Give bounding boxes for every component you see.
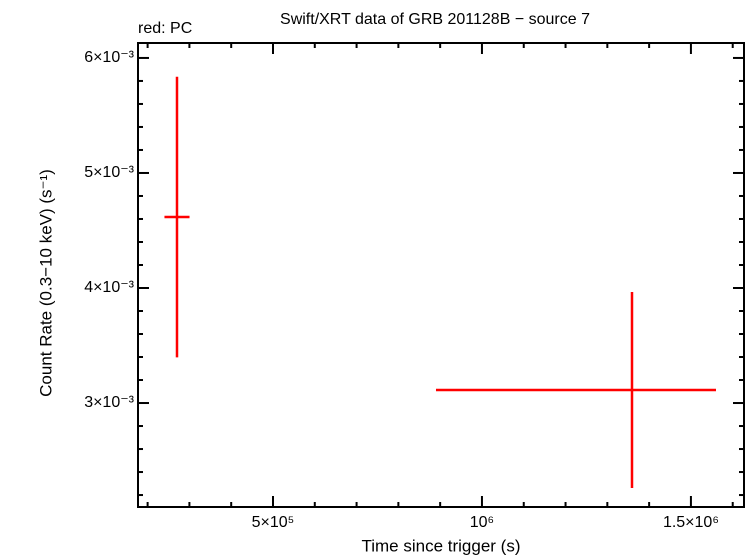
y-tick-label: 6×10⁻³ bbox=[84, 49, 134, 66]
chart-title: Swift/XRT data of GRB 201128B − source 7 bbox=[280, 11, 590, 28]
plot-frame bbox=[137, 42, 745, 508]
y-tick-label: 4×10⁻³ bbox=[84, 279, 134, 296]
y-axis-label: Count Rate (0.3−10 keV) (s⁻¹) bbox=[36, 169, 55, 397]
x-tick-label: 5×10⁵ bbox=[252, 514, 295, 531]
y-tick-label: 5×10⁻³ bbox=[84, 164, 134, 181]
x-tick-label: 1.5×10⁶ bbox=[663, 514, 719, 531]
y-tick-label: 3×10⁻³ bbox=[84, 394, 134, 411]
x-axis-label: Time since trigger (s) bbox=[361, 536, 520, 555]
x-tick-label: 10⁶ bbox=[470, 514, 494, 531]
annotation: red: PC bbox=[138, 20, 192, 37]
